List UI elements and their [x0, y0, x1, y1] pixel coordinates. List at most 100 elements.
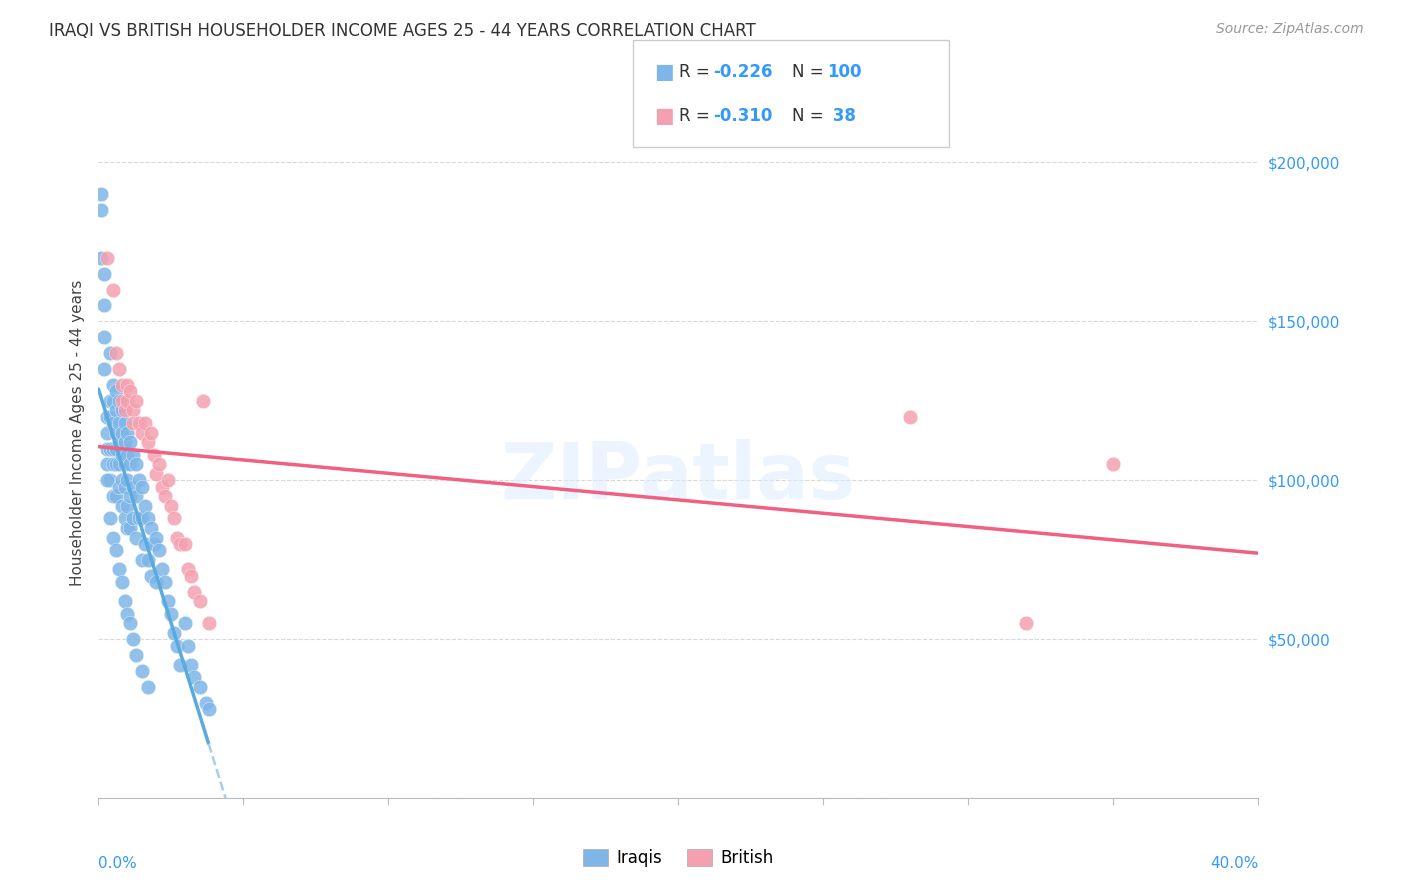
Point: [134, 416, 156, 430]
Point: [160, 607, 183, 621]
Point: [174, 537, 197, 551]
Point: [183, 584, 205, 599]
Point: [131, 553, 153, 567]
Point: [117, 473, 139, 487]
Point: [157, 594, 180, 608]
Point: [139, 521, 162, 535]
Point: [111, 473, 132, 487]
Point: [131, 511, 153, 525]
Point: [139, 568, 162, 582]
Point: [114, 435, 136, 450]
Point: [93, 267, 115, 281]
Point: [114, 480, 136, 494]
Text: ■: ■: [654, 62, 673, 82]
Point: [1102, 458, 1125, 472]
Point: [111, 575, 132, 590]
Text: 100: 100: [827, 63, 862, 81]
Point: [128, 473, 150, 487]
Point: [101, 393, 124, 408]
Point: [101, 442, 124, 456]
Point: [145, 467, 167, 481]
Point: [163, 511, 186, 525]
Legend: Iraqis, British: Iraqis, British: [576, 843, 780, 874]
Point: [114, 458, 136, 472]
Point: [93, 330, 115, 344]
Point: [150, 480, 173, 494]
Text: -0.226: -0.226: [713, 63, 772, 81]
Point: [122, 511, 145, 525]
Point: [145, 575, 167, 590]
Point: [101, 458, 124, 472]
Point: [117, 521, 139, 535]
Point: [120, 458, 142, 472]
Point: [131, 425, 153, 440]
Point: [96, 458, 118, 472]
Point: [180, 657, 202, 672]
Point: [120, 521, 142, 535]
Point: [104, 458, 127, 472]
Point: [117, 607, 139, 621]
Point: [153, 489, 176, 503]
Point: [114, 403, 136, 417]
Text: ZIPatlas: ZIPatlas: [501, 439, 856, 515]
Point: [98, 442, 121, 456]
Point: [1015, 616, 1038, 631]
Text: Source: ZipAtlas.com: Source: ZipAtlas.com: [1216, 22, 1364, 37]
Point: [117, 393, 139, 408]
Point: [98, 473, 121, 487]
Point: [101, 416, 124, 430]
Point: [134, 499, 156, 513]
Point: [104, 346, 127, 360]
Point: [90, 187, 112, 202]
Point: [153, 575, 176, 590]
Point: [183, 671, 205, 685]
Point: [166, 639, 188, 653]
Point: [166, 531, 188, 545]
Point: [125, 458, 148, 472]
Point: [125, 648, 148, 663]
Point: [131, 480, 153, 494]
Point: [111, 393, 132, 408]
Point: [101, 531, 124, 545]
Point: [107, 480, 129, 494]
Point: [98, 346, 121, 360]
Point: [148, 543, 170, 558]
Point: [169, 537, 191, 551]
Point: [160, 499, 183, 513]
Point: [93, 298, 115, 312]
Point: [104, 425, 127, 440]
Point: [136, 511, 159, 525]
Point: [128, 511, 150, 525]
Point: [90, 202, 112, 217]
Text: R =: R =: [679, 63, 716, 81]
Point: [101, 489, 124, 503]
Point: [114, 511, 136, 525]
Text: N =: N =: [792, 63, 828, 81]
Text: 40.0%: 40.0%: [1211, 855, 1258, 871]
Point: [136, 553, 159, 567]
Point: [104, 403, 127, 417]
Point: [120, 384, 142, 399]
Point: [111, 499, 132, 513]
Point: [142, 448, 165, 462]
Point: [122, 480, 145, 494]
Point: [114, 594, 136, 608]
Point: [98, 409, 121, 424]
Point: [169, 657, 191, 672]
Text: 38: 38: [827, 107, 856, 125]
Text: IRAQI VS BRITISH HOUSEHOLDER INCOME AGES 25 - 44 YEARS CORRELATION CHART: IRAQI VS BRITISH HOUSEHOLDER INCOME AGES…: [49, 22, 756, 40]
Point: [150, 562, 173, 576]
Point: [96, 409, 118, 424]
Point: [188, 680, 211, 694]
Point: [122, 416, 145, 430]
Point: [96, 251, 118, 265]
Point: [117, 499, 139, 513]
Point: [98, 511, 121, 525]
Point: [122, 403, 145, 417]
Point: [120, 489, 142, 503]
Point: [177, 639, 200, 653]
Point: [120, 616, 142, 631]
Point: [194, 696, 217, 710]
Point: [107, 458, 129, 472]
Point: [96, 442, 118, 456]
